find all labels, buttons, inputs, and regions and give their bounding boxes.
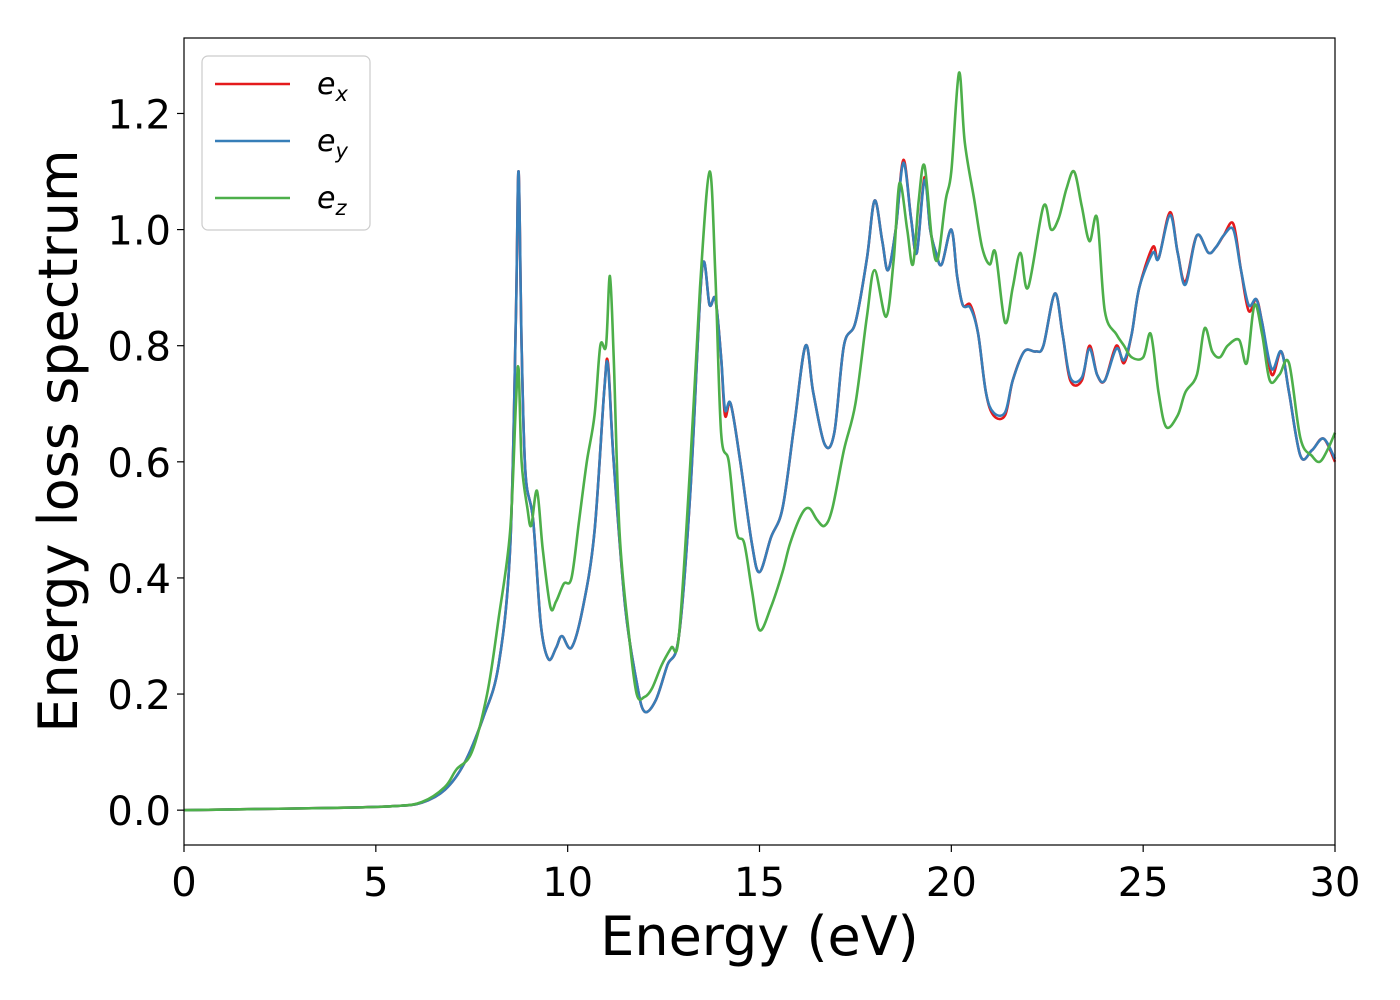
x-axis-title: Energy (eV) [600,905,919,968]
y-axis-title: Energy loss spectrum [27,149,90,732]
plot-background [184,38,1335,845]
y-tick-label: 0.4 [107,557,171,603]
y-tick-label: 0.8 [107,325,171,371]
x-tick-label: 10 [542,860,593,906]
legend-label-x: ex [317,67,348,106]
legend: ex ey ez [201,55,371,231]
y-tick-label: 0.0 [107,789,171,835]
series-line-y [183,161,1337,812]
series-layer [183,71,1337,812]
legend-label-z: ez [317,181,347,220]
series-line-z [183,71,1337,812]
x-axis: 0 5 10 15 20 25 30 [171,845,1360,906]
y-tick-label: 1.2 [107,92,171,138]
legend-label-y: ey [317,124,348,163]
x-tick-label: 0 [171,860,196,906]
x-tick-label: 25 [1118,860,1169,906]
x-tick-label: 30 [1310,860,1361,906]
x-tick-label: 20 [926,860,977,906]
y-tick-label: 0.2 [107,673,171,719]
y-tick-label: 0.6 [107,441,171,487]
y-axis: 0.0 0.2 0.4 0.6 0.8 1.0 1.2 [107,92,184,835]
y-tick-label: 1.0 [107,209,171,255]
x-tick-label: 5 [363,860,388,906]
x-tick-label: 15 [734,860,785,906]
legend-box [201,55,371,231]
